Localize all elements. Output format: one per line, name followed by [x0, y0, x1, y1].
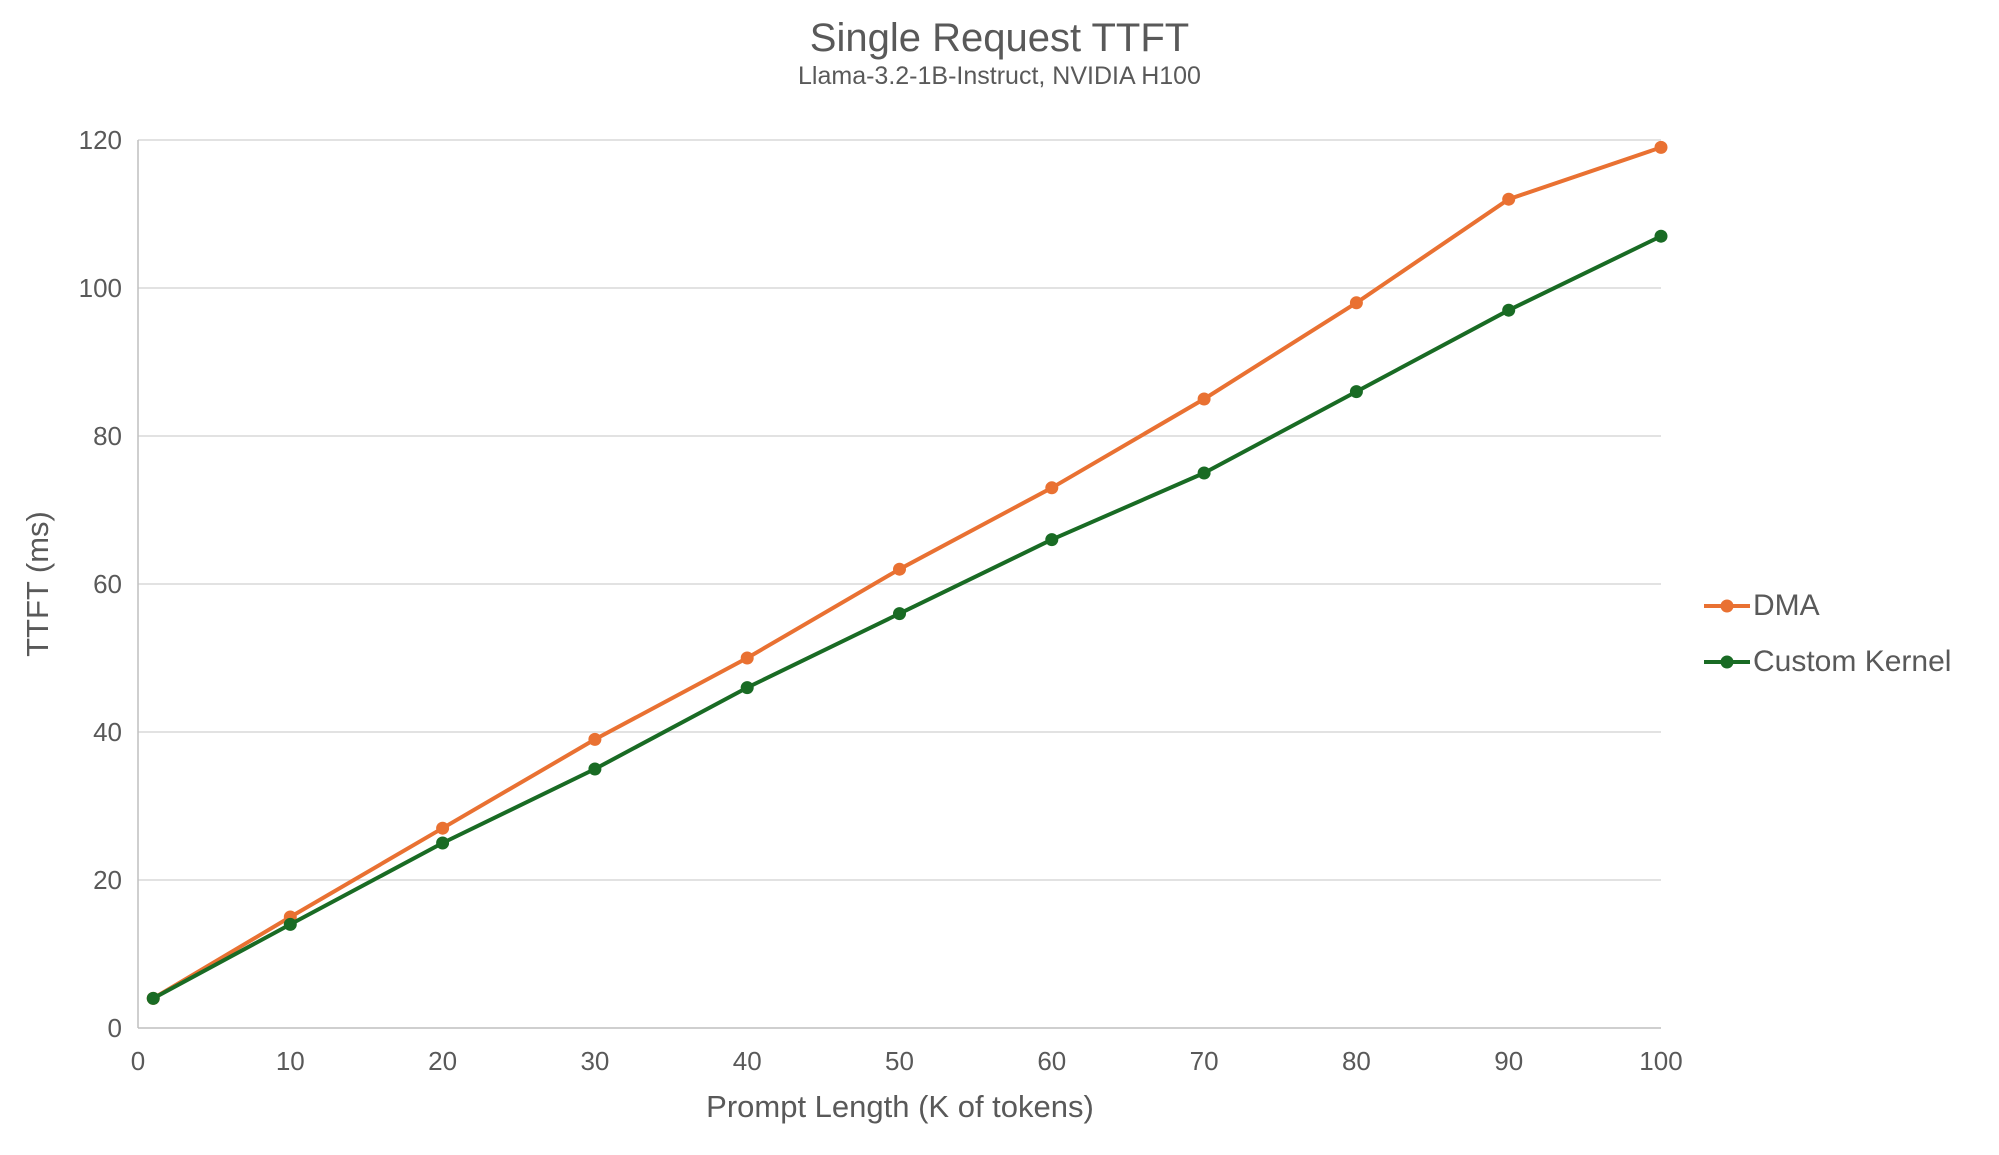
svg-text:100: 100	[79, 273, 122, 303]
svg-text:80: 80	[93, 421, 122, 451]
svg-text:100: 100	[1639, 1046, 1682, 1076]
x-axis-title: Prompt Length (K of tokens)	[706, 1089, 1094, 1124]
svg-text:10: 10	[276, 1046, 305, 1076]
svg-text:60: 60	[1037, 1046, 1066, 1076]
svg-text:20: 20	[428, 1046, 457, 1076]
chart-title: Single Request TTFT	[809, 16, 1190, 60]
line-marker-icon	[1704, 599, 1750, 613]
line-marker-icon	[1704, 655, 1750, 669]
svg-text:70: 70	[1190, 1046, 1219, 1076]
y-axis-title: TTFT (ms)	[20, 511, 55, 657]
legend-label-dma: DMA	[1753, 589, 1820, 622]
svg-text:90: 90	[1494, 1046, 1523, 1076]
svg-text:0: 0	[131, 1046, 145, 1076]
chart-subtitle: Llama-3.2-1B-Instruct, NVIDIA H100	[798, 62, 1201, 90]
svg-text:20: 20	[93, 865, 122, 895]
svg-text:0: 0	[108, 1013, 122, 1043]
legend-item-custom-kernel: Custom Kernel	[1703, 634, 1951, 690]
svg-text:50: 50	[885, 1046, 914, 1076]
svg-text:40: 40	[733, 1046, 762, 1076]
legend-label-custom-kernel: Custom Kernel	[1753, 645, 1952, 678]
legend: DMA Custom Kernel	[1703, 578, 1951, 690]
svg-text:30: 30	[580, 1046, 609, 1076]
svg-text:80: 80	[1342, 1046, 1371, 1076]
legend-item-dma: DMA	[1703, 578, 1951, 634]
svg-text:60: 60	[93, 569, 122, 599]
svg-text:40: 40	[93, 717, 122, 747]
svg-text:120: 120	[79, 125, 122, 155]
